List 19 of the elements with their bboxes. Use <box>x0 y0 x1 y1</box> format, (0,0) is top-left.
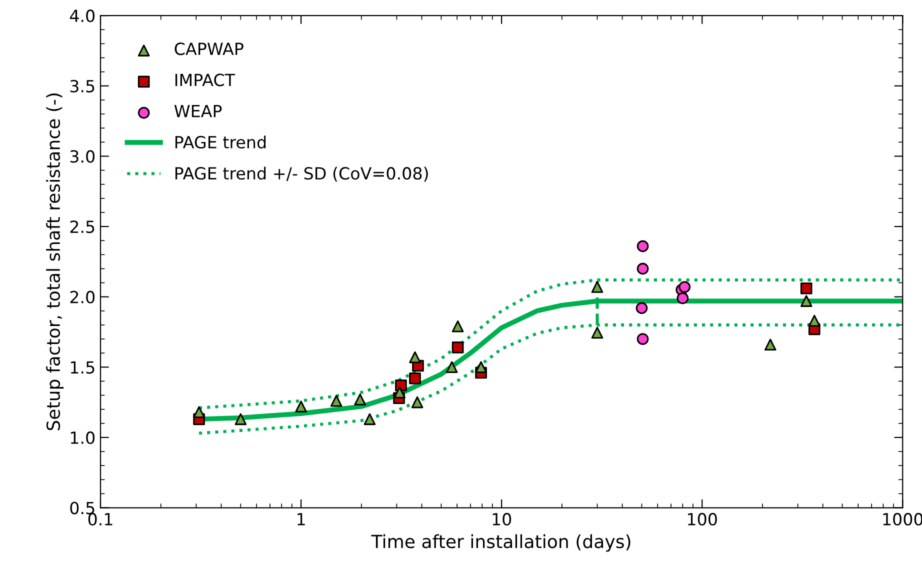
x-tick-label: 0.1 <box>88 512 112 526</box>
legend-label: WEAP <box>174 105 222 118</box>
legend-label: PAGE trend +/- SD (CoV=0.08) <box>175 166 428 182</box>
y-tick-label: 3.5 <box>70 80 94 92</box>
y-tick-label: 1.5 <box>70 361 94 374</box>
x-tick-label: 10 <box>492 512 512 526</box>
x-tick-label: 100 <box>688 512 717 526</box>
x-axis-title: Time after installation (days) <box>371 534 630 552</box>
y-tick-label: 2.5 <box>70 220 94 234</box>
y-tick-label: 3.0 <box>70 150 95 163</box>
legend-label: CAPWAP <box>174 42 244 56</box>
legend-label: IMPACT <box>175 74 236 86</box>
y-tick-label: 4.0 <box>70 10 95 22</box>
x-tick-label: 1 <box>298 513 305 526</box>
y-axis-title: Setup factor, total shaft resistance (-) <box>46 94 64 430</box>
y-tick-label: 2.0 <box>70 290 95 304</box>
y-tick-label: 0.5 <box>70 502 94 514</box>
y-tick-label: 1.0 <box>70 431 95 444</box>
legend-label: PAGE trend <box>175 136 266 149</box>
